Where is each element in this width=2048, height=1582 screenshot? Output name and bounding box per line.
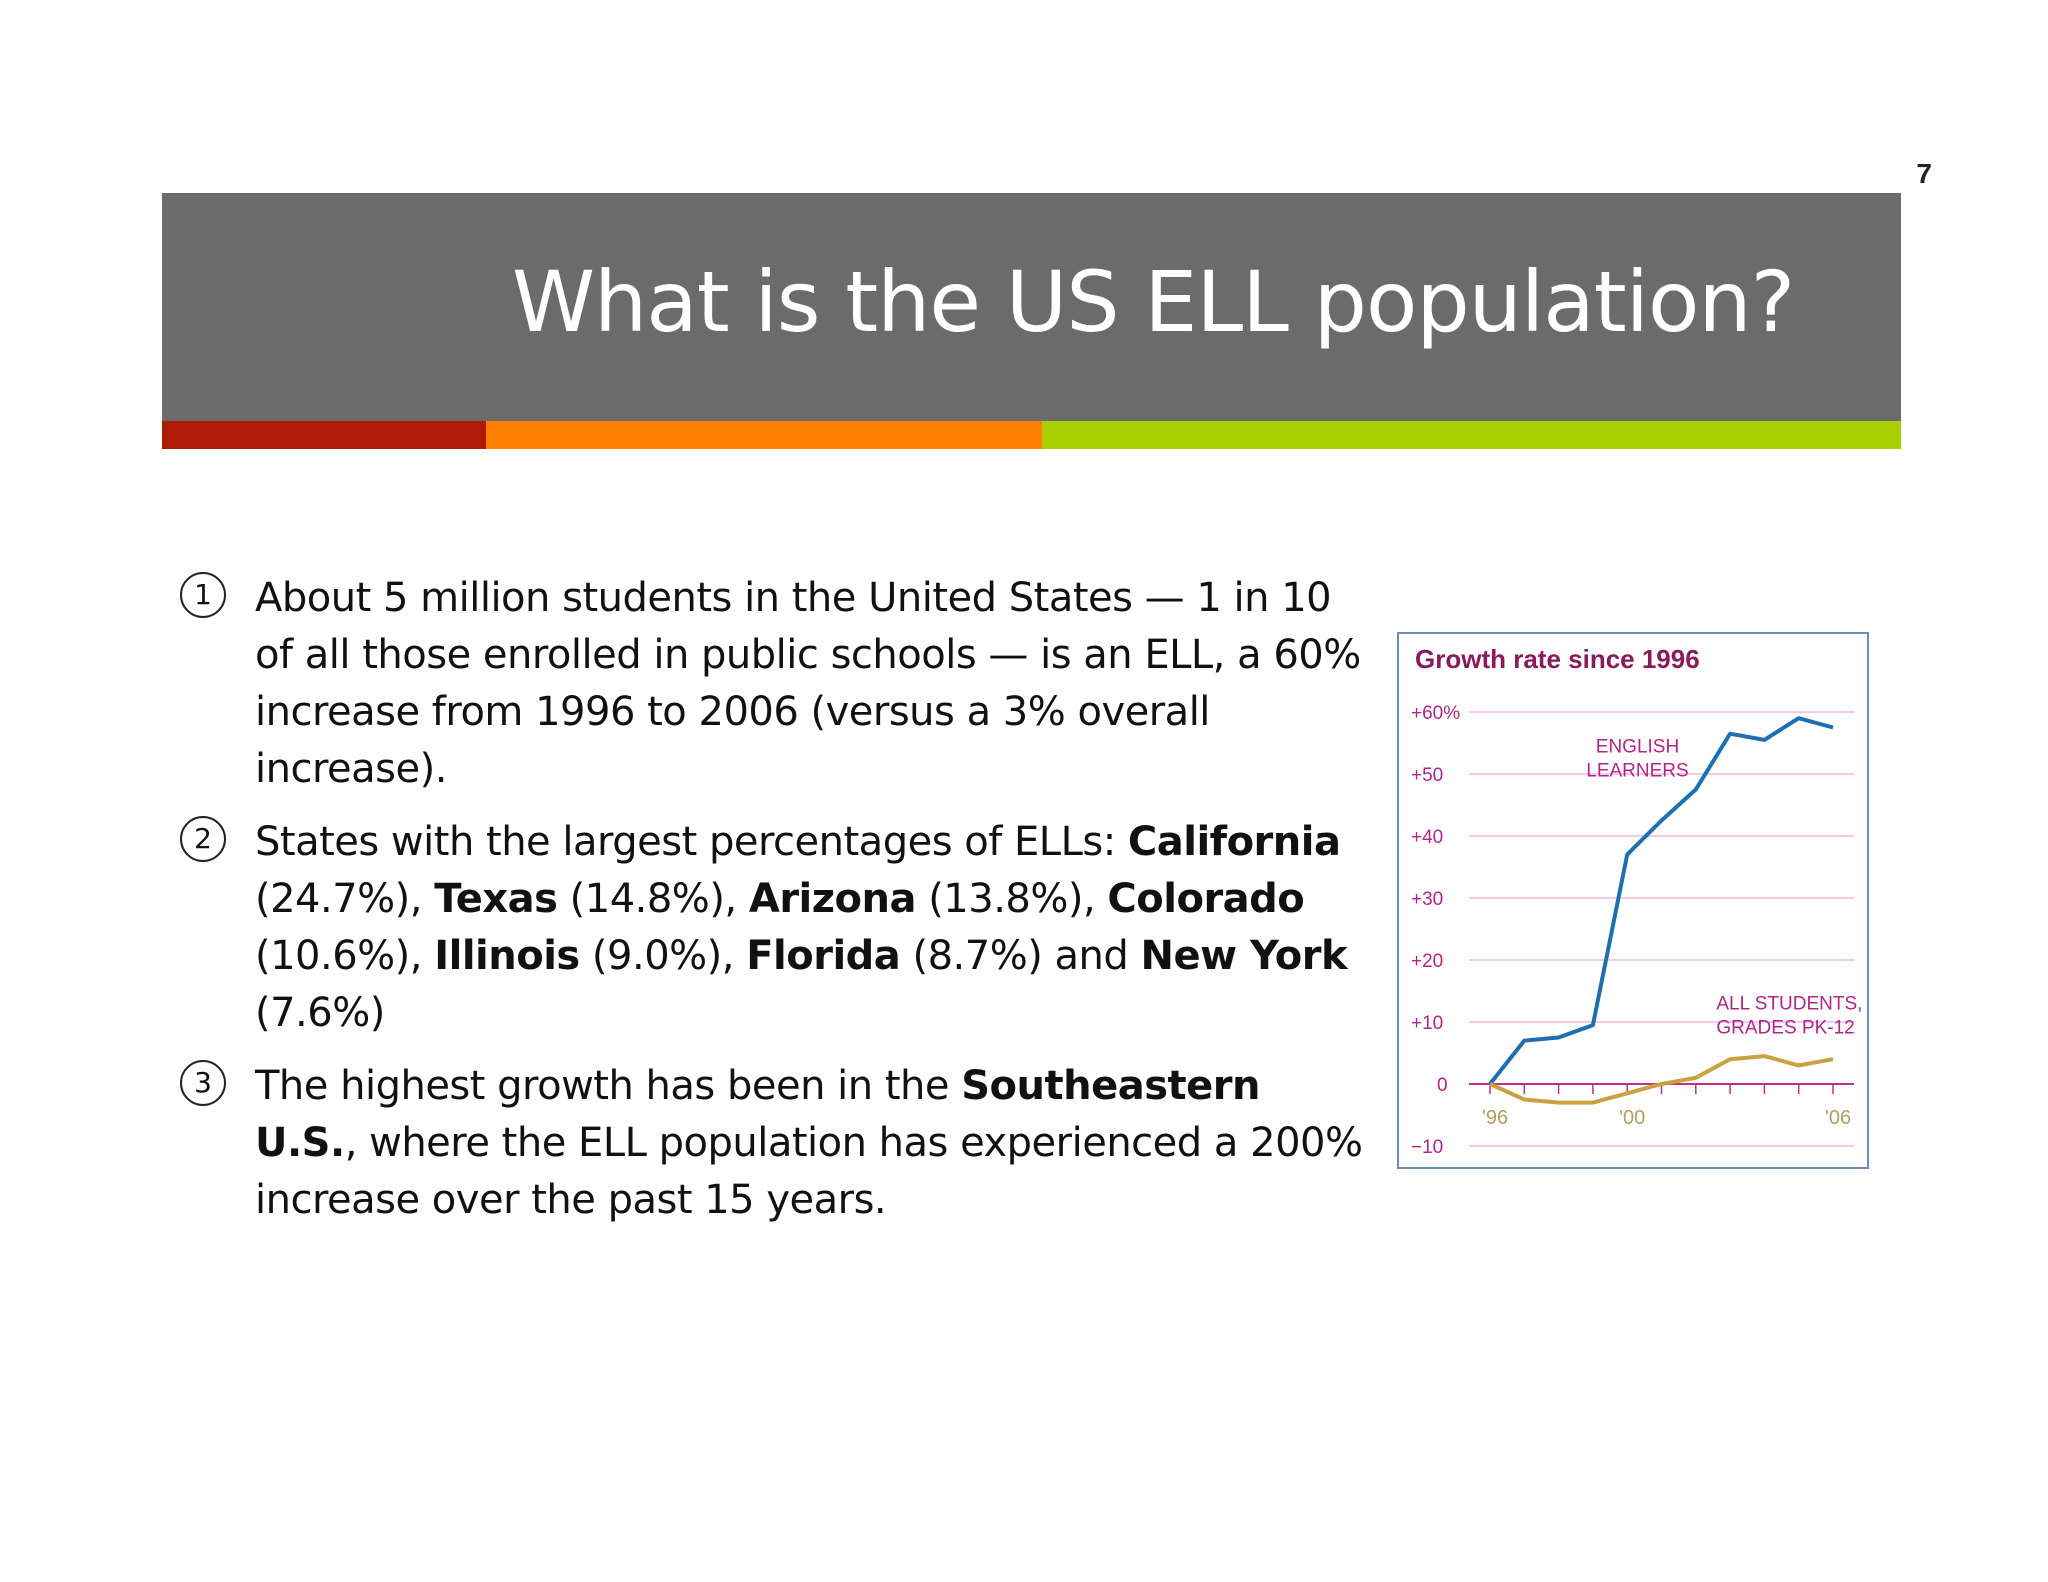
bullet-emphasis: Southeastern U.S. xyxy=(255,1063,1260,1166)
y-tick-label: +30 xyxy=(1411,889,1443,910)
bullet-text: (9.0%), xyxy=(579,933,747,979)
slide-title: What is the US ELL population? xyxy=(512,253,1795,351)
slide-number: 7 xyxy=(1916,158,1932,189)
accent-bar-green xyxy=(1042,421,1901,449)
bullet-emphasis: Illinois xyxy=(434,933,580,979)
series-label: GRADES PK-12 xyxy=(1716,1018,1854,1039)
bullet-text: (8.7%) and xyxy=(900,933,1141,979)
x-tick-label: '06 xyxy=(1825,1107,1851,1129)
bullet-emphasis: New York xyxy=(1140,933,1348,979)
bullet-item: 2 States with the largest percentages of … xyxy=(180,814,1370,1042)
accent-bar-red xyxy=(162,421,486,449)
bullet-text: (13.8%), xyxy=(915,876,1108,922)
bullet-emphasis: Colorado xyxy=(1107,876,1305,922)
bullet-text: States with the largest percentages of E… xyxy=(255,819,1128,865)
bullet-emphasis: Florida xyxy=(746,933,901,979)
series-label: LEARNERS xyxy=(1586,760,1688,781)
y-tick-label: +10 xyxy=(1411,1013,1443,1034)
y-tick-label: +40 xyxy=(1411,827,1443,848)
bullet-emphasis: California xyxy=(1127,819,1341,865)
bullet-number-icon: 3 xyxy=(180,1060,226,1106)
bullet-number-icon: 2 xyxy=(180,816,226,862)
bullet-list: 1 About 5 million students in the United … xyxy=(180,570,1370,1245)
bullet-text: (7.6%) xyxy=(255,990,385,1036)
y-tick-label: 0 xyxy=(1437,1075,1448,1096)
bullet-text: , where the ELL population has experienc… xyxy=(255,1120,1363,1223)
series-label: ALL STUDENTS, xyxy=(1716,994,1862,1015)
series-label: ENGLISH xyxy=(1596,736,1679,757)
bullet-text: (24.7%), xyxy=(255,876,435,922)
y-tick-label: +60% xyxy=(1411,703,1460,724)
bullet-emphasis: Texas xyxy=(434,876,558,922)
accent-bar-orange xyxy=(486,421,1042,449)
bullet-emphasis: Arizona xyxy=(748,876,917,922)
bullet-text: About 5 million students in the United S… xyxy=(255,575,1361,792)
bullet-item: 1 About 5 million students in the United … xyxy=(180,570,1370,798)
bullet-text: The highest growth has been in the xyxy=(255,1063,962,1109)
title-band: What is the US ELL population? xyxy=(162,193,1901,421)
bullet-item: 3 The highest growth has been in the Sout… xyxy=(180,1058,1370,1229)
x-tick-label: '96 xyxy=(1482,1107,1508,1129)
bullet-text: (10.6%), xyxy=(255,933,435,979)
y-tick-label: −10 xyxy=(1411,1137,1443,1158)
series-line xyxy=(1489,1054,1834,1105)
y-tick-label: +50 xyxy=(1411,765,1443,786)
bullet-number-icon: 1 xyxy=(180,572,226,618)
y-tick-label: +20 xyxy=(1411,951,1443,972)
x-tick-label: '00 xyxy=(1619,1107,1645,1129)
bullet-text: (14.8%), xyxy=(557,876,749,922)
chart-title: Growth rate since 1996 xyxy=(1415,644,1700,674)
chart-svg: Growth rate since 1996 +60% +50 +40 +30 +20 +1… xyxy=(1411,644,1862,1158)
growth-rate-chart: Growth rate since 1996 +60% +50 +40 +30 +20 +1… xyxy=(1397,632,1869,1169)
